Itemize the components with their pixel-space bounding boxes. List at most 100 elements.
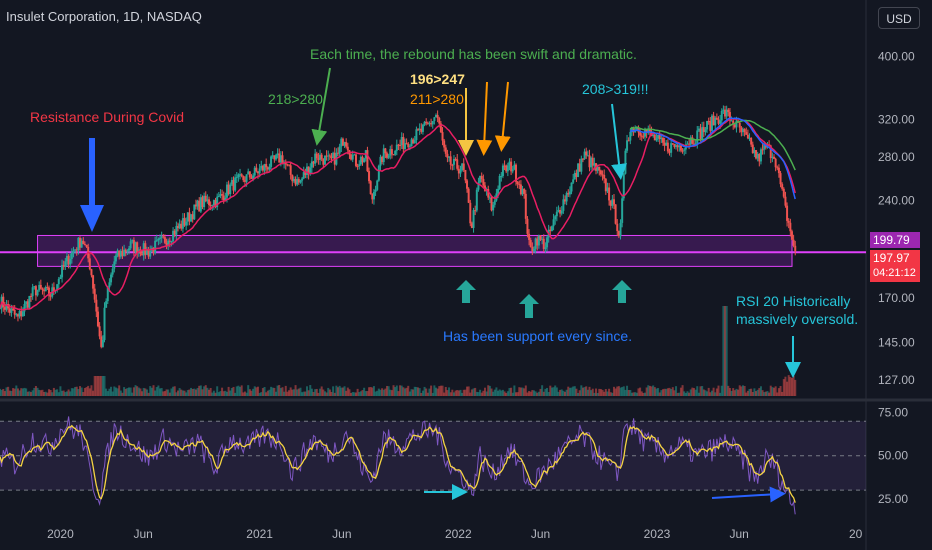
volume-bar — [85, 387, 88, 396]
volume-bar — [160, 388, 163, 396]
volume-bar — [248, 389, 251, 396]
volume-bar — [451, 389, 454, 396]
volume-bar — [36, 387, 39, 396]
candle-body — [33, 286, 36, 288]
volume-bar — [681, 385, 684, 396]
candle-body — [692, 143, 695, 145]
candle-body — [653, 134, 656, 141]
volume-bar — [794, 379, 797, 396]
volume-bar — [359, 391, 362, 396]
volume-bar — [591, 388, 594, 396]
candle-body — [715, 117, 718, 120]
candle-body — [575, 172, 578, 177]
candle-body — [165, 242, 168, 246]
volume-bars — [0, 306, 797, 396]
volume-bar — [159, 388, 162, 396]
volume-bar — [634, 392, 637, 396]
volume-bar — [245, 392, 248, 396]
candle-body — [559, 210, 562, 214]
volume-bar — [653, 387, 656, 396]
volume-bar — [761, 390, 764, 396]
volume-bar — [665, 388, 668, 396]
volume-bar — [621, 387, 624, 396]
time-axis[interactable]: 2020 Jun 2021 Jun 2022 Jun 2023 Jun 20 — [47, 527, 863, 541]
candle-body — [345, 142, 348, 147]
candle-body — [332, 152, 335, 159]
volume-bar — [627, 390, 630, 396]
candle-body — [291, 174, 294, 182]
candle-body — [730, 120, 733, 122]
volume-bar — [268, 389, 271, 396]
candle-body — [518, 184, 521, 186]
price-axis[interactable]: 400.00 320.00 280.00 240.00 170.00 145.00 127.… — [878, 49, 915, 505]
volume-bar — [408, 391, 411, 396]
support-arrow-1 — [456, 280, 476, 303]
candle-body — [511, 169, 514, 172]
volume-bar — [96, 376, 99, 396]
volume-bar — [0, 388, 1, 396]
volume-bar — [624, 389, 627, 396]
candle-body — [492, 204, 495, 211]
rebound-arrow-cyan — [611, 103, 628, 180]
candle-body — [208, 199, 211, 205]
volume-bar — [368, 387, 371, 396]
candle-body — [230, 180, 233, 185]
volume-bar — [521, 387, 524, 396]
candle-body — [16, 314, 19, 317]
candle-body — [645, 129, 648, 133]
volume-bar — [62, 390, 65, 396]
candle-body — [263, 164, 266, 171]
rsi-arrow-right — [711, 486, 786, 503]
candle-body — [454, 158, 457, 160]
volume-bar — [124, 388, 127, 396]
volume-bar — [395, 385, 398, 396]
volume-bar — [413, 386, 416, 396]
candle-body — [567, 193, 570, 195]
volume-bar — [421, 390, 424, 396]
candle-body — [176, 226, 179, 229]
candle-body — [154, 240, 157, 254]
candle-body — [681, 150, 684, 152]
volume-bar — [168, 392, 171, 396]
annotation-arrows — [80, 67, 801, 503]
candle-body — [305, 166, 308, 175]
last-price-badge: 197.97 — [870, 250, 920, 266]
volume-bar — [278, 385, 281, 396]
volume-bar — [235, 386, 238, 396]
volume-bar — [165, 389, 168, 396]
moving-averages — [0, 117, 796, 311]
candle-body — [18, 311, 21, 317]
candle-body — [301, 178, 304, 181]
candle-body — [405, 143, 408, 145]
currency-button[interactable]: USD — [878, 7, 920, 29]
candle-body — [782, 188, 785, 197]
candle-body — [15, 314, 18, 316]
volume-bar — [343, 386, 346, 396]
volume-bar — [611, 392, 614, 396]
rsi-ma-line — [0, 424, 796, 503]
candle-body — [240, 174, 243, 177]
volume-bar — [487, 385, 490, 396]
candle-body — [621, 198, 624, 223]
candle-body — [235, 177, 238, 179]
volume-bar — [154, 390, 157, 396]
rsi-lines — [0, 416, 796, 515]
ma-value-badge: 199.79 — [870, 232, 920, 248]
volume-bar — [196, 388, 199, 396]
candle-body — [639, 132, 642, 136]
resistance-arrow-head — [80, 205, 104, 232]
volume-bar — [648, 385, 651, 396]
candle-body — [456, 159, 459, 169]
candle-body — [296, 179, 299, 185]
candle-body — [124, 249, 127, 252]
volume-bar — [163, 391, 166, 396]
candle-body — [585, 151, 588, 156]
volume-bar — [452, 392, 455, 396]
volume-bar — [632, 392, 635, 396]
volume-bar — [614, 388, 617, 396]
volume-bar — [188, 389, 191, 396]
volume-bar — [227, 386, 230, 396]
volume-bar — [348, 389, 351, 396]
gain-label-2: 196>247 — [410, 71, 465, 87]
